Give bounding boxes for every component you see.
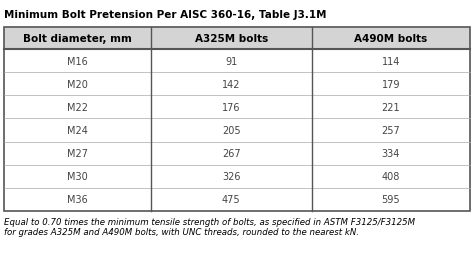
Text: 267: 267 (222, 149, 240, 158)
Text: M36: M36 (67, 195, 88, 205)
Text: A490M bolts: A490M bolts (354, 34, 428, 44)
Text: Bolt diameter, mm: Bolt diameter, mm (23, 34, 132, 44)
Text: 91: 91 (225, 56, 237, 66)
Text: M16: M16 (67, 56, 88, 66)
Bar (4, 28, 470, 50)
Text: 179: 179 (382, 80, 400, 89)
Text: M30: M30 (67, 172, 88, 182)
Text: 326: 326 (222, 172, 240, 182)
Text: M22: M22 (67, 102, 88, 113)
Text: Equal to 0.70 times the minimum tensile strength of bolts, as specified in ASTM : Equal to 0.70 times the minimum tensile … (4, 217, 415, 226)
Text: 475: 475 (222, 195, 240, 205)
Text: Minimum Bolt Pretension Per AISC 360-16, Table J3.1M: Minimum Bolt Pretension Per AISC 360-16,… (4, 10, 327, 20)
Text: 408: 408 (382, 172, 400, 182)
Text: 114: 114 (382, 56, 400, 66)
Text: for grades A325M and A490M bolts, with UNC threads, rounded to the nearest kN.: for grades A325M and A490M bolts, with U… (4, 227, 359, 236)
Text: 142: 142 (222, 80, 240, 89)
Text: 334: 334 (382, 149, 400, 158)
Text: 221: 221 (382, 102, 400, 113)
Text: M20: M20 (67, 80, 88, 89)
Text: 595: 595 (382, 195, 400, 205)
Text: 257: 257 (382, 125, 400, 135)
Text: 205: 205 (222, 125, 240, 135)
Text: M24: M24 (67, 125, 88, 135)
Bar (4, 28, 470, 211)
Text: M27: M27 (67, 149, 88, 158)
Text: A325M bolts: A325M bolts (194, 34, 268, 44)
Text: 176: 176 (222, 102, 240, 113)
